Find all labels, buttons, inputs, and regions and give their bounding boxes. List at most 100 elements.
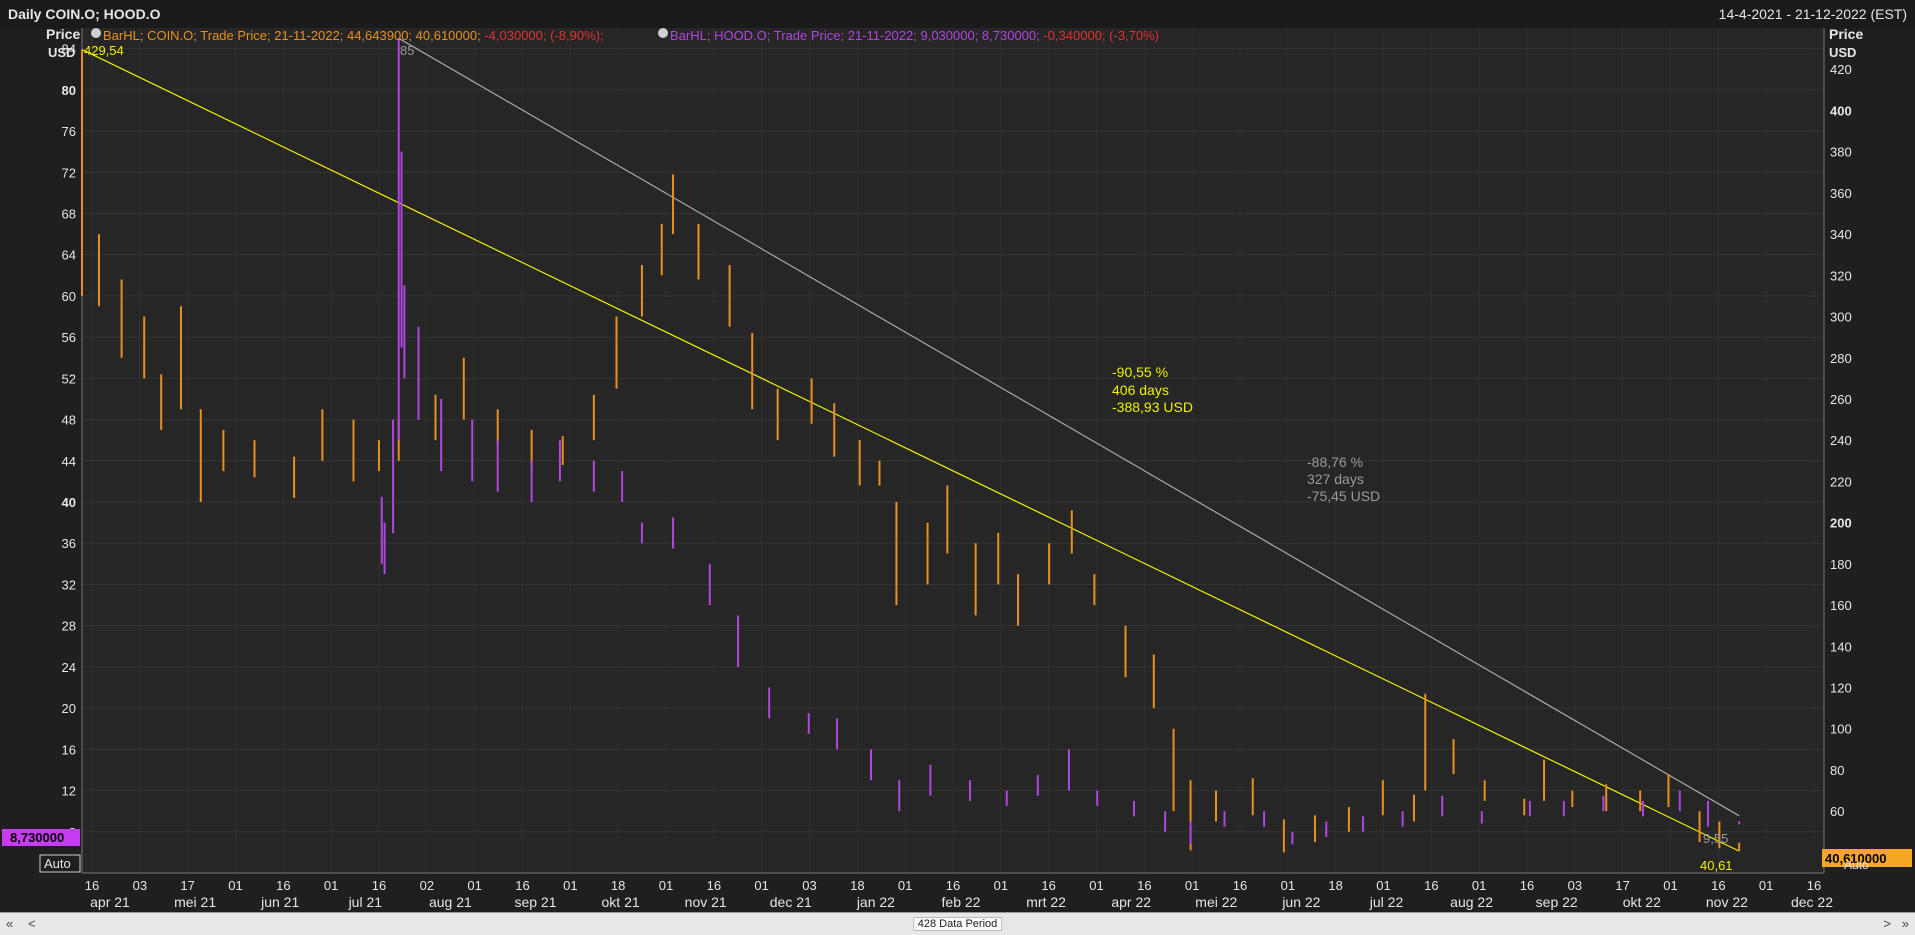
left-tick-label: 12 [62, 784, 76, 799]
left-axis: 812162024283236404448525660646872768084 [62, 28, 83, 873]
x-day-tick-label: 17 [1615, 878, 1629, 893]
x-day-tick-label: 01 [1281, 878, 1295, 893]
x-day-tick-label: 16 [946, 878, 960, 893]
x-day-tick-label: 01 [1663, 878, 1677, 893]
left-tick-label: 76 [62, 124, 76, 139]
x-day-tick-label: 03 [133, 878, 147, 893]
coin-legend-icon[interactable] [91, 28, 101, 38]
x-day-tick-label: 16 [1137, 878, 1151, 893]
hood-legend-icon[interactable] [658, 28, 668, 38]
x-day-tick-label: 16 [707, 878, 721, 893]
left-tick-label: 72 [62, 165, 76, 180]
x-day-tick-label: 01 [324, 878, 338, 893]
left-tick-label: 56 [62, 330, 76, 345]
x-day-tick-label: 16 [1807, 878, 1821, 893]
grid [82, 28, 1824, 873]
right-tick-label: 320 [1830, 268, 1852, 283]
x-day-tick-label: 16 [85, 878, 99, 893]
scroll-right-button[interactable]: > [1883, 916, 1891, 931]
coin-legend-change: -4,030000; (-8,90%); [484, 28, 603, 43]
coin-start-price-label: 429,54 [84, 43, 124, 58]
x-month-label: dec 22 [1791, 894, 1833, 910]
left-tick-label: 16 [62, 742, 76, 757]
left-tick-label: 44 [62, 454, 76, 469]
left-tick-label: 40 [62, 495, 76, 510]
x-day-tick-label: 16 [1424, 878, 1438, 893]
hood-legend-change: -0,340000; (-3,70%) [1043, 28, 1159, 43]
left-tick-label: 28 [62, 619, 76, 634]
left-tick-label: 20 [62, 701, 76, 716]
hood-trend-days: 327 days [1307, 471, 1364, 487]
left-tick-label: 32 [62, 577, 76, 592]
right-tick-label: 100 [1830, 722, 1852, 737]
x-month-label: jun 21 [260, 894, 299, 910]
coin-end-price-label: 40,61 [1700, 858, 1733, 873]
hood-last-price-badge [2, 829, 80, 846]
right-tick-label: 300 [1830, 310, 1852, 325]
hood-end-price-label: 9,55 [1703, 831, 1728, 846]
right-tick-label: 280 [1830, 351, 1852, 366]
title-bar: Daily COIN.O; HOOD.O 14-4-2021 - 21-12-2… [0, 0, 1915, 28]
x-day-tick-label: 01 [1376, 878, 1390, 893]
coin-legend-text: BarHL; COIN.O; Trade Price; 21-11-2022; … [103, 28, 484, 43]
price-chart[interactable]: 812162024283236404448525660646872768084 … [0, 0, 1915, 912]
x-day-tick-label: 01 [1472, 878, 1486, 893]
chart-title: Daily COIN.O; HOOD.O [8, 6, 161, 22]
right-tick-label: 80 [1830, 763, 1844, 778]
coin-legend: BarHL; COIN.O; Trade Price; 21-11-2022; … [103, 28, 604, 43]
x-day-tick-label: 01 [467, 878, 481, 893]
right-tick-label: 420 [1830, 62, 1852, 77]
right-tick-label: 340 [1830, 227, 1852, 242]
x-day-tick-label: 16 [1520, 878, 1534, 893]
x-day-tick-label: 18 [850, 878, 864, 893]
x-month-label: mrt 22 [1026, 894, 1066, 910]
right-auto-label[interactable]: Auto [1844, 858, 1869, 872]
right-axis-unit: USD [1829, 45, 1856, 60]
x-day-tick-label: 16 [276, 878, 290, 893]
hood-peak-price-label: 85 [400, 43, 414, 58]
scroll-bar[interactable]: « < 428 Data Period > » [0, 912, 1915, 935]
x-month-label: jan 22 [856, 894, 895, 910]
x-day-tick-label: 03 [802, 878, 816, 893]
right-tick-label: 360 [1830, 186, 1852, 201]
x-day-tick-label: 18 [611, 878, 625, 893]
left-tick-label: 52 [62, 371, 76, 386]
coin-trend-pct: -90,55 % [1112, 364, 1168, 380]
x-month-label: apr 22 [1111, 894, 1151, 910]
x-month-label: okt 22 [1623, 894, 1661, 910]
x-day-tick-label: 01 [1089, 878, 1103, 893]
left-auto-button[interactable] [39, 854, 81, 873]
right-axis-title: Price [1829, 26, 1863, 42]
scroll-right-fast-button[interactable]: » [1901, 916, 1909, 931]
x-day-tick-label: 17 [180, 878, 194, 893]
x-month-label: mei 22 [1195, 894, 1237, 910]
coin-last-price: 40,610000 [1825, 851, 1886, 866]
coin-trend-days: 406 days [1112, 382, 1169, 398]
x-month-label: aug 21 [429, 894, 472, 910]
x-day-tick-label: 16 [515, 878, 529, 893]
right-tick-label: 160 [1830, 598, 1852, 613]
hood-trend-pct: -88,76 % [1307, 454, 1363, 470]
x-month-label: nov 21 [685, 894, 727, 910]
hood-trend-usd: -75,45 USD [1307, 488, 1380, 504]
right-tick-label: 200 [1830, 516, 1852, 531]
date-range: 14-4-2021 - 21-12-2022 (EST) [1718, 6, 1907, 22]
scroll-left-fast-button[interactable]: « [6, 916, 14, 931]
right-tick-label: 240 [1830, 433, 1852, 448]
x-month-label: apr 21 [90, 894, 130, 910]
trendlines [81, 37, 1740, 852]
x-month-label: feb 22 [942, 894, 981, 910]
right-tick-label: 400 [1830, 103, 1852, 118]
left-tick-label: 60 [62, 289, 76, 304]
period-label: 428 Data Period [912, 917, 1003, 931]
x-day-tick-label: 03 [1568, 878, 1582, 893]
x-day-tick-label: 02 [420, 878, 434, 893]
left-axis-title: Price [46, 26, 80, 42]
x-month-label: dec 21 [770, 894, 812, 910]
x-month-label: mei 21 [174, 894, 216, 910]
x-month-label: jul 21 [348, 894, 383, 910]
x-month-label: jun 22 [1281, 894, 1320, 910]
x-month-label: nov 22 [1706, 894, 1748, 910]
scroll-left-button[interactable]: < [28, 916, 36, 931]
